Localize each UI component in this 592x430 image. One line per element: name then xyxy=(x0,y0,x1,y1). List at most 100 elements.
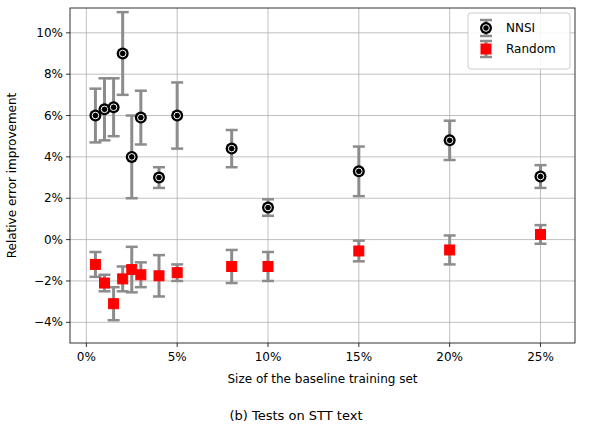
marker-shape xyxy=(227,261,237,271)
error-cap xyxy=(534,242,546,245)
error-cap xyxy=(135,143,147,146)
error-cap xyxy=(353,195,365,198)
caption: (b) Tests on STT text xyxy=(229,408,362,423)
marker-shape xyxy=(353,165,365,177)
marker-shape xyxy=(153,172,165,184)
error-cap xyxy=(99,139,111,142)
marker-ring xyxy=(101,106,108,113)
tick-label: 0% xyxy=(44,233,63,247)
tick-label: −2% xyxy=(34,274,63,288)
point xyxy=(136,270,146,280)
error-cap xyxy=(262,215,274,218)
error-bar xyxy=(534,165,546,188)
tick-label: 5% xyxy=(168,350,187,364)
grid-line xyxy=(70,239,575,240)
tick-label: 4% xyxy=(44,150,63,164)
series xyxy=(89,225,546,320)
marker-shape xyxy=(226,143,238,155)
point xyxy=(127,265,137,275)
tick xyxy=(66,198,70,199)
error-cap xyxy=(226,129,238,132)
error-bar xyxy=(171,264,183,281)
error-cap xyxy=(117,94,129,97)
marker-ring xyxy=(119,50,126,57)
marker-shape xyxy=(535,229,545,239)
error-cap xyxy=(108,319,120,322)
legend: NNSIRandom xyxy=(468,13,570,69)
x-axis-label: Size of the baseline training set xyxy=(227,372,417,386)
error-cap xyxy=(108,135,120,138)
point xyxy=(108,101,120,113)
tick xyxy=(268,343,269,347)
grid-line xyxy=(70,280,575,281)
legend-error xyxy=(480,19,492,22)
tick-label: 10% xyxy=(255,350,282,364)
error-cap xyxy=(126,246,138,249)
tick xyxy=(540,343,541,347)
tick-label: 8% xyxy=(44,67,63,81)
point xyxy=(135,112,147,124)
marker-shape xyxy=(109,299,119,309)
error-cap xyxy=(99,290,111,293)
error-bar xyxy=(126,116,138,199)
point xyxy=(109,299,119,309)
point xyxy=(263,261,273,271)
error-cap xyxy=(117,11,129,14)
error-bar xyxy=(226,250,238,283)
error-cap xyxy=(135,89,147,92)
marker-shape xyxy=(117,47,129,59)
marker-shape xyxy=(108,101,120,113)
point xyxy=(535,229,545,239)
error-bar xyxy=(153,255,165,296)
marker-shape xyxy=(126,151,138,163)
error-cap xyxy=(89,251,101,254)
legend-error xyxy=(480,56,492,59)
error-bar xyxy=(135,91,147,145)
legend-error xyxy=(480,40,492,43)
error-cap xyxy=(353,239,365,242)
grid-line xyxy=(70,322,575,323)
legend-box xyxy=(468,13,570,69)
point xyxy=(445,245,455,255)
error-bar xyxy=(171,82,183,148)
point xyxy=(444,134,456,146)
point xyxy=(262,202,274,214)
error-bar xyxy=(89,89,101,143)
legend-error xyxy=(480,35,492,38)
tick xyxy=(66,74,70,75)
marker-shape xyxy=(445,245,455,255)
tick xyxy=(66,239,70,240)
marker-ring xyxy=(138,114,145,121)
error-cap xyxy=(226,166,238,169)
marker-shape xyxy=(534,171,546,183)
marker-shape xyxy=(118,274,128,284)
legend-marker xyxy=(481,44,491,54)
marker-shape xyxy=(135,112,147,124)
marker-ring xyxy=(483,25,490,32)
error-bar xyxy=(99,275,111,292)
tick xyxy=(449,343,450,347)
error-cap xyxy=(353,145,365,148)
point xyxy=(534,171,546,183)
marker-shape xyxy=(154,271,164,281)
error-bar xyxy=(262,252,274,281)
error-cap xyxy=(534,224,546,227)
error-cap xyxy=(153,295,165,298)
marker-ring xyxy=(92,112,99,119)
error-cap xyxy=(262,280,274,283)
marker-shape xyxy=(481,44,491,54)
error-bar xyxy=(89,252,101,277)
error-cap xyxy=(353,260,365,263)
error-cap xyxy=(153,187,165,190)
marker-ring xyxy=(446,137,453,144)
marker-shape xyxy=(263,261,273,271)
marker-ring xyxy=(537,173,544,180)
grid-line xyxy=(86,8,87,343)
error-cap xyxy=(226,249,238,252)
error-bar xyxy=(444,121,456,160)
grid-line xyxy=(268,8,269,343)
error-cap xyxy=(126,291,138,294)
tick-label: −4% xyxy=(34,315,63,329)
tick-label: 6% xyxy=(44,109,63,123)
grid-line xyxy=(70,156,575,157)
